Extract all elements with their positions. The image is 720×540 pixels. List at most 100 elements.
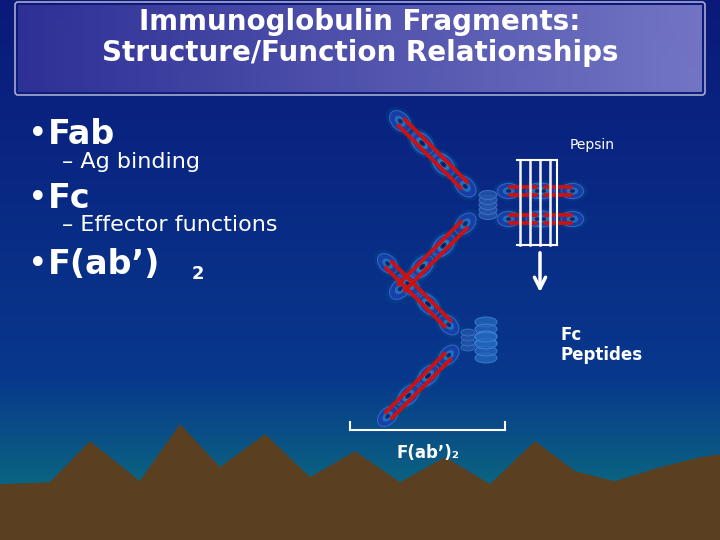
Ellipse shape — [377, 253, 398, 274]
Ellipse shape — [425, 374, 430, 379]
Ellipse shape — [538, 215, 549, 223]
Ellipse shape — [454, 213, 476, 234]
Ellipse shape — [420, 264, 426, 268]
Ellipse shape — [475, 353, 497, 363]
Ellipse shape — [408, 252, 438, 281]
Ellipse shape — [386, 274, 415, 303]
Text: Pepsin: Pepsin — [570, 138, 615, 152]
Ellipse shape — [399, 384, 419, 405]
Ellipse shape — [402, 392, 413, 402]
Ellipse shape — [557, 181, 588, 201]
Ellipse shape — [528, 208, 559, 230]
Ellipse shape — [538, 187, 549, 195]
Ellipse shape — [531, 187, 544, 195]
Ellipse shape — [440, 244, 445, 249]
Ellipse shape — [433, 234, 455, 255]
Ellipse shape — [386, 107, 415, 136]
Ellipse shape — [374, 402, 402, 430]
Polygon shape — [530, 470, 720, 540]
Text: F(ab’): F(ab’) — [48, 248, 161, 281]
Ellipse shape — [417, 367, 438, 387]
Ellipse shape — [479, 200, 497, 210]
Ellipse shape — [461, 334, 475, 341]
Text: •: • — [28, 248, 48, 281]
Ellipse shape — [382, 259, 393, 269]
Ellipse shape — [451, 209, 480, 238]
Ellipse shape — [412, 133, 433, 154]
Ellipse shape — [404, 280, 414, 291]
Text: •: • — [28, 181, 48, 214]
Ellipse shape — [461, 344, 475, 351]
Ellipse shape — [424, 370, 434, 380]
Ellipse shape — [433, 154, 455, 176]
Ellipse shape — [374, 250, 402, 278]
Ellipse shape — [428, 149, 457, 178]
Ellipse shape — [420, 141, 426, 146]
Ellipse shape — [435, 311, 462, 339]
Ellipse shape — [425, 301, 430, 306]
Text: – Effector functions: – Effector functions — [62, 215, 277, 235]
Ellipse shape — [390, 111, 411, 132]
Ellipse shape — [475, 317, 497, 327]
Ellipse shape — [535, 217, 540, 221]
Ellipse shape — [493, 208, 524, 230]
Ellipse shape — [503, 187, 515, 195]
Ellipse shape — [570, 189, 575, 193]
Ellipse shape — [416, 262, 427, 273]
Ellipse shape — [493, 181, 524, 201]
Ellipse shape — [475, 324, 497, 334]
Text: •: • — [28, 118, 48, 152]
Ellipse shape — [408, 130, 438, 158]
Ellipse shape — [531, 215, 544, 223]
Ellipse shape — [397, 273, 418, 294]
Ellipse shape — [475, 338, 497, 348]
Ellipse shape — [390, 278, 411, 299]
Ellipse shape — [479, 206, 497, 214]
Ellipse shape — [407, 283, 411, 287]
Ellipse shape — [427, 302, 431, 307]
Text: Fc
Peptides: Fc Peptides — [560, 326, 642, 365]
Ellipse shape — [479, 195, 497, 205]
Ellipse shape — [395, 116, 406, 127]
Ellipse shape — [526, 211, 549, 227]
Ellipse shape — [438, 315, 459, 335]
Ellipse shape — [438, 239, 449, 251]
Ellipse shape — [395, 284, 406, 294]
Ellipse shape — [454, 176, 476, 197]
Ellipse shape — [444, 350, 454, 361]
Ellipse shape — [522, 181, 553, 201]
Ellipse shape — [506, 217, 511, 221]
Ellipse shape — [407, 253, 436, 282]
Ellipse shape — [385, 414, 390, 418]
Ellipse shape — [541, 217, 546, 221]
Ellipse shape — [418, 261, 428, 272]
Ellipse shape — [435, 341, 462, 369]
Ellipse shape — [407, 128, 436, 157]
Ellipse shape — [479, 191, 497, 199]
Ellipse shape — [532, 211, 555, 227]
Text: 2: 2 — [192, 265, 204, 283]
Ellipse shape — [446, 322, 451, 327]
Ellipse shape — [475, 346, 497, 356]
Ellipse shape — [398, 119, 402, 124]
Ellipse shape — [427, 373, 431, 377]
Ellipse shape — [419, 265, 424, 270]
Ellipse shape — [437, 158, 448, 169]
Ellipse shape — [411, 132, 432, 153]
Text: Fc: Fc — [48, 181, 91, 214]
Ellipse shape — [438, 345, 459, 366]
Ellipse shape — [461, 329, 475, 336]
Ellipse shape — [405, 281, 410, 286]
Ellipse shape — [404, 390, 414, 400]
Ellipse shape — [498, 211, 520, 227]
Ellipse shape — [417, 293, 438, 313]
Ellipse shape — [506, 189, 511, 193]
Ellipse shape — [428, 232, 457, 261]
Ellipse shape — [413, 289, 441, 317]
Ellipse shape — [399, 275, 419, 295]
Ellipse shape — [413, 363, 441, 390]
Ellipse shape — [377, 406, 398, 427]
Ellipse shape — [503, 215, 515, 223]
Ellipse shape — [397, 387, 418, 407]
Ellipse shape — [398, 286, 402, 291]
